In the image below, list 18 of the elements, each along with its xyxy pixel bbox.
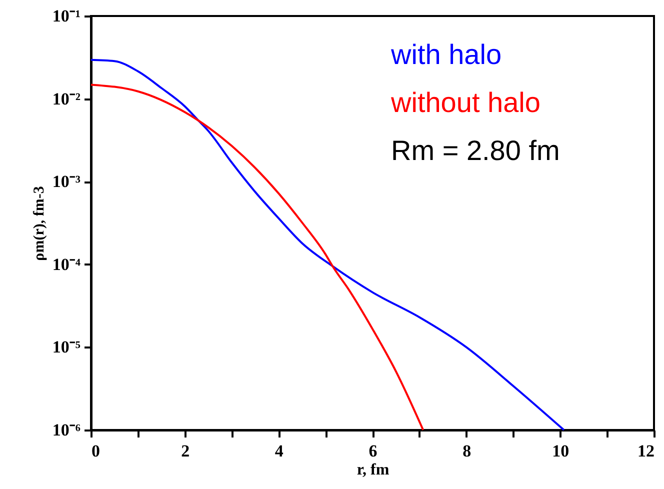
y-tick-label: 10⁻³ xyxy=(52,172,80,192)
x-axis-title: r, fm xyxy=(356,462,390,478)
annotation: Rm = 2.80 fm xyxy=(391,135,560,166)
y-tick-label: 10⁻¹ xyxy=(52,6,80,26)
y-tick-label: 10⁻⁵ xyxy=(52,338,80,357)
text: without halo xyxy=(390,87,540,118)
y-tick-label: 10⁻⁶ xyxy=(52,420,80,440)
x-tick-label: 2 xyxy=(181,442,190,460)
x-tick-label: 0 xyxy=(92,442,100,460)
text: with halo xyxy=(390,39,502,70)
y-tick-label: 10⁻² xyxy=(52,89,80,108)
x-tick-label: 8 xyxy=(462,442,472,460)
x-tick-label: 6 xyxy=(368,442,378,460)
x-tick-label: 4 xyxy=(274,442,284,460)
x-tick-label: 12 xyxy=(638,442,654,460)
y-axis-title: ρm(r), fm-3 xyxy=(31,186,48,261)
y-tick-label: 10⁻⁴ xyxy=(52,254,80,274)
x-tick-label: 10 xyxy=(552,442,570,460)
